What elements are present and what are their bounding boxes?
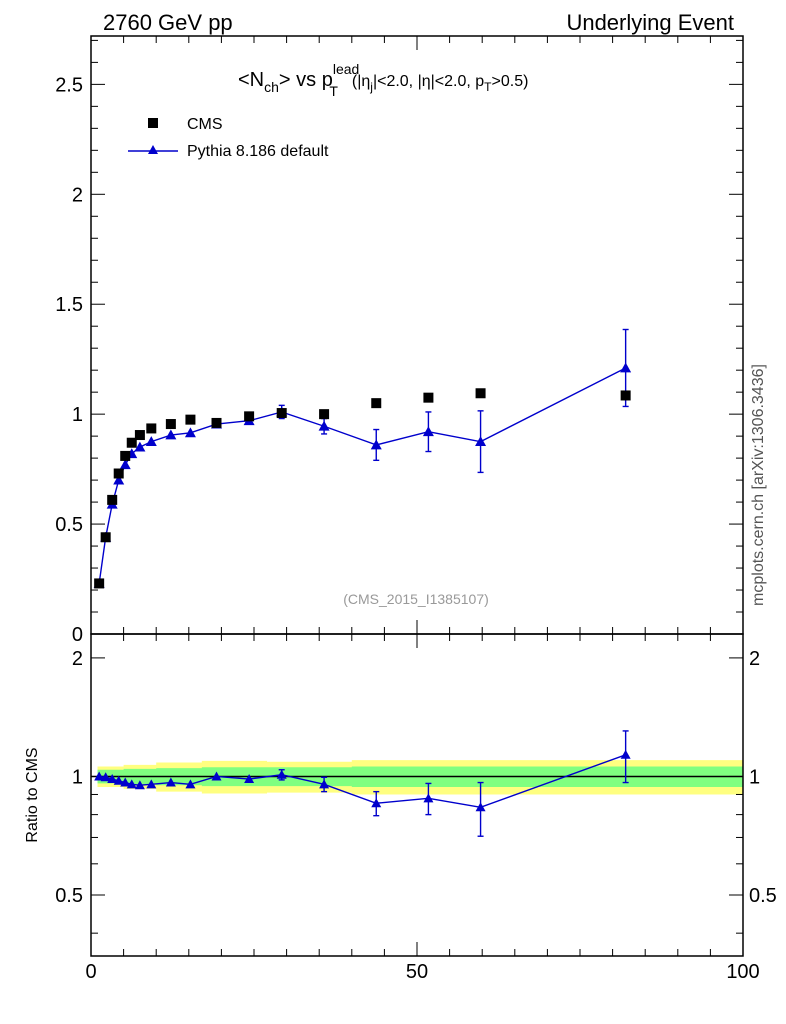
legend-marker-pythia — [148, 145, 158, 154]
ratio-point — [107, 774, 118, 784]
cms-point — [244, 411, 255, 422]
x-tick-label: 100 — [726, 961, 759, 983]
cms-point — [475, 388, 486, 399]
main-y-tick-label: 0.5 — [55, 514, 83, 536]
pythia-point — [165, 429, 177, 440]
cms-point — [100, 532, 111, 543]
cms-point — [211, 417, 222, 428]
header-right: Underlying Event — [566, 10, 734, 35]
ratio-point — [244, 774, 255, 784]
cms-point — [107, 494, 118, 505]
ratio-point — [120, 777, 131, 787]
pythia-point — [134, 441, 146, 452]
ratio-y-tick-labels: 0.5 0.5 1 1 2 2 — [55, 648, 777, 907]
ratio-y-tick-label-right: 2 — [749, 648, 760, 670]
series-pythia-main — [93, 328, 632, 588]
ratio-point — [475, 802, 486, 812]
main-y-tick-labels: 0 0.5 1 1.5 2 2.5 — [55, 74, 83, 646]
main-axis-ticks — [90, 36, 744, 635]
ratio-y-tick-label-right: 0.5 — [749, 885, 777, 907]
ratio-y-tick-label-left: 0.5 — [55, 885, 83, 907]
pythia-point — [475, 436, 487, 447]
cms-point — [134, 430, 145, 441]
ratio-y-tick-label-left: 2 — [72, 648, 83, 670]
reference-label: (CMS_2015_I1385107) — [343, 591, 489, 607]
main-y-tick-label: 2.5 — [55, 74, 83, 96]
x-tick-label: 0 — [85, 961, 96, 983]
cms-point — [185, 414, 196, 425]
series-cms-main — [94, 388, 631, 589]
ratio-point — [126, 779, 137, 789]
legend-marker-cms — [148, 118, 158, 128]
ratio-point — [211, 771, 222, 781]
x-tick-labels: 0 50 100 — [85, 961, 759, 983]
main-y-tick-label: 0 — [72, 624, 83, 646]
legend: CMS Pythia 8.186 default — [128, 116, 329, 160]
ratio-point — [165, 777, 176, 787]
ratio-point — [134, 780, 145, 790]
legend-label-cms: CMS — [187, 116, 223, 133]
legend-label-pythia: Pythia 8.186 default — [187, 143, 329, 160]
ratio-point — [146, 779, 157, 789]
main-title: <Nch> vs plead T(|ηj|<2.0, |η|<2.0, pT>0.… — [238, 61, 528, 99]
main-y-tick-label: 1 — [72, 404, 83, 426]
ratio-y-tick-label-right: 1 — [749, 766, 760, 788]
side-label: mcplots.cern.ch [arXiv:1306.3436] — [750, 364, 767, 606]
cms-point — [113, 468, 124, 479]
cms-point — [165, 419, 176, 430]
cms-point — [126, 437, 137, 448]
main-y-tick-label: 1.5 — [55, 294, 83, 316]
cms-point — [94, 578, 105, 589]
ratio-point — [185, 779, 196, 789]
pythia-point — [422, 426, 434, 437]
cms-point — [146, 423, 157, 434]
cms-point — [276, 408, 287, 419]
cms-point — [371, 398, 382, 409]
series-pythia-ratio — [94, 730, 631, 837]
cms-point — [620, 390, 631, 401]
pythia-point — [145, 436, 157, 447]
main-y-tick-label: 2 — [72, 184, 83, 206]
ratio-point — [620, 749, 631, 759]
cms-point — [423, 392, 434, 403]
ratio-point — [423, 793, 434, 803]
ratio-y-axis-label: Ratio to CMS — [24, 747, 41, 842]
pythia-point — [119, 459, 131, 470]
cms-point — [120, 450, 131, 461]
ratio-point — [113, 775, 124, 785]
ratio-point — [100, 772, 111, 782]
ratio-point — [94, 771, 105, 781]
ratio-axis-ticks — [90, 634, 744, 956]
pythia-point — [184, 427, 196, 438]
pythia-point — [113, 474, 125, 485]
pythia-line — [98, 367, 626, 584]
ratio-point — [319, 779, 330, 789]
x-tick-label: 50 — [406, 961, 428, 983]
ratio-point — [276, 769, 287, 779]
cms-point — [319, 409, 330, 420]
pythia-point — [370, 439, 382, 450]
ratio-plot-frame — [90, 633, 744, 957]
pythia-point — [620, 362, 632, 373]
ratio-uncertainty-bands — [97, 760, 743, 795]
ratio-point — [371, 798, 382, 808]
pythia-point — [318, 420, 330, 431]
header-left: 2760 GeV pp — [103, 10, 233, 35]
ratio-y-tick-label-left: 1 — [72, 766, 83, 788]
